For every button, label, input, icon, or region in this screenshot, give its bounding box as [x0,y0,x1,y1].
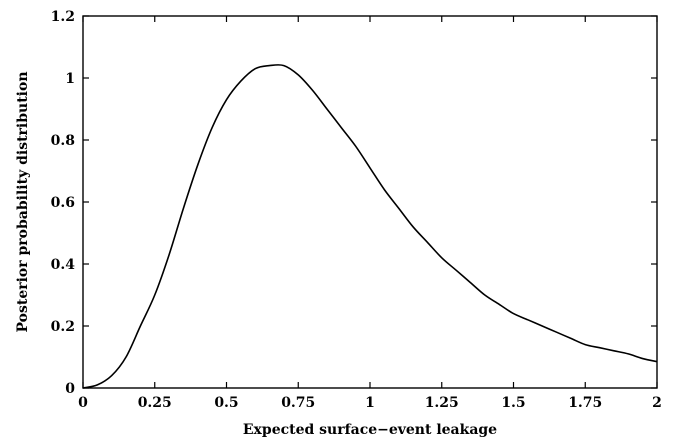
x-tick-label: 0 [78,395,88,411]
x-axis-label: Expected surface−event leakage [243,422,497,438]
x-tick-label: 1.75 [568,395,602,411]
x-tick-label: 1.25 [425,395,459,411]
ticks: 0 0.25 0.5 0.75 1 1.25 1.5 1.75 2 0 0.2 0.4 0.6 0.8 1 1… [51,9,662,411]
x-tick-label: 0.75 [281,395,315,411]
y-tick-label: 1 [65,71,75,87]
y-tick-label: 0 [65,381,75,397]
x-tick-label: 1 [365,395,375,411]
x-tick-label: 0.25 [138,395,172,411]
y-tick-label: 0.8 [51,133,75,149]
x-tick-label: 1.5 [501,395,525,411]
y-axis-label: Posterior probability distribution [15,71,31,332]
y-tick-label: 1.2 [51,9,75,25]
x-tick-label: 0.5 [214,395,238,411]
plot-area [82,15,658,389]
series-line [82,63,658,389]
y-tick-label: 0.2 [51,319,75,335]
y-tick-label: 0.6 [51,195,75,211]
plot-frame [82,15,658,389]
x-tick-label: 2 [652,395,662,411]
y-tick-label: 0.4 [51,257,76,273]
